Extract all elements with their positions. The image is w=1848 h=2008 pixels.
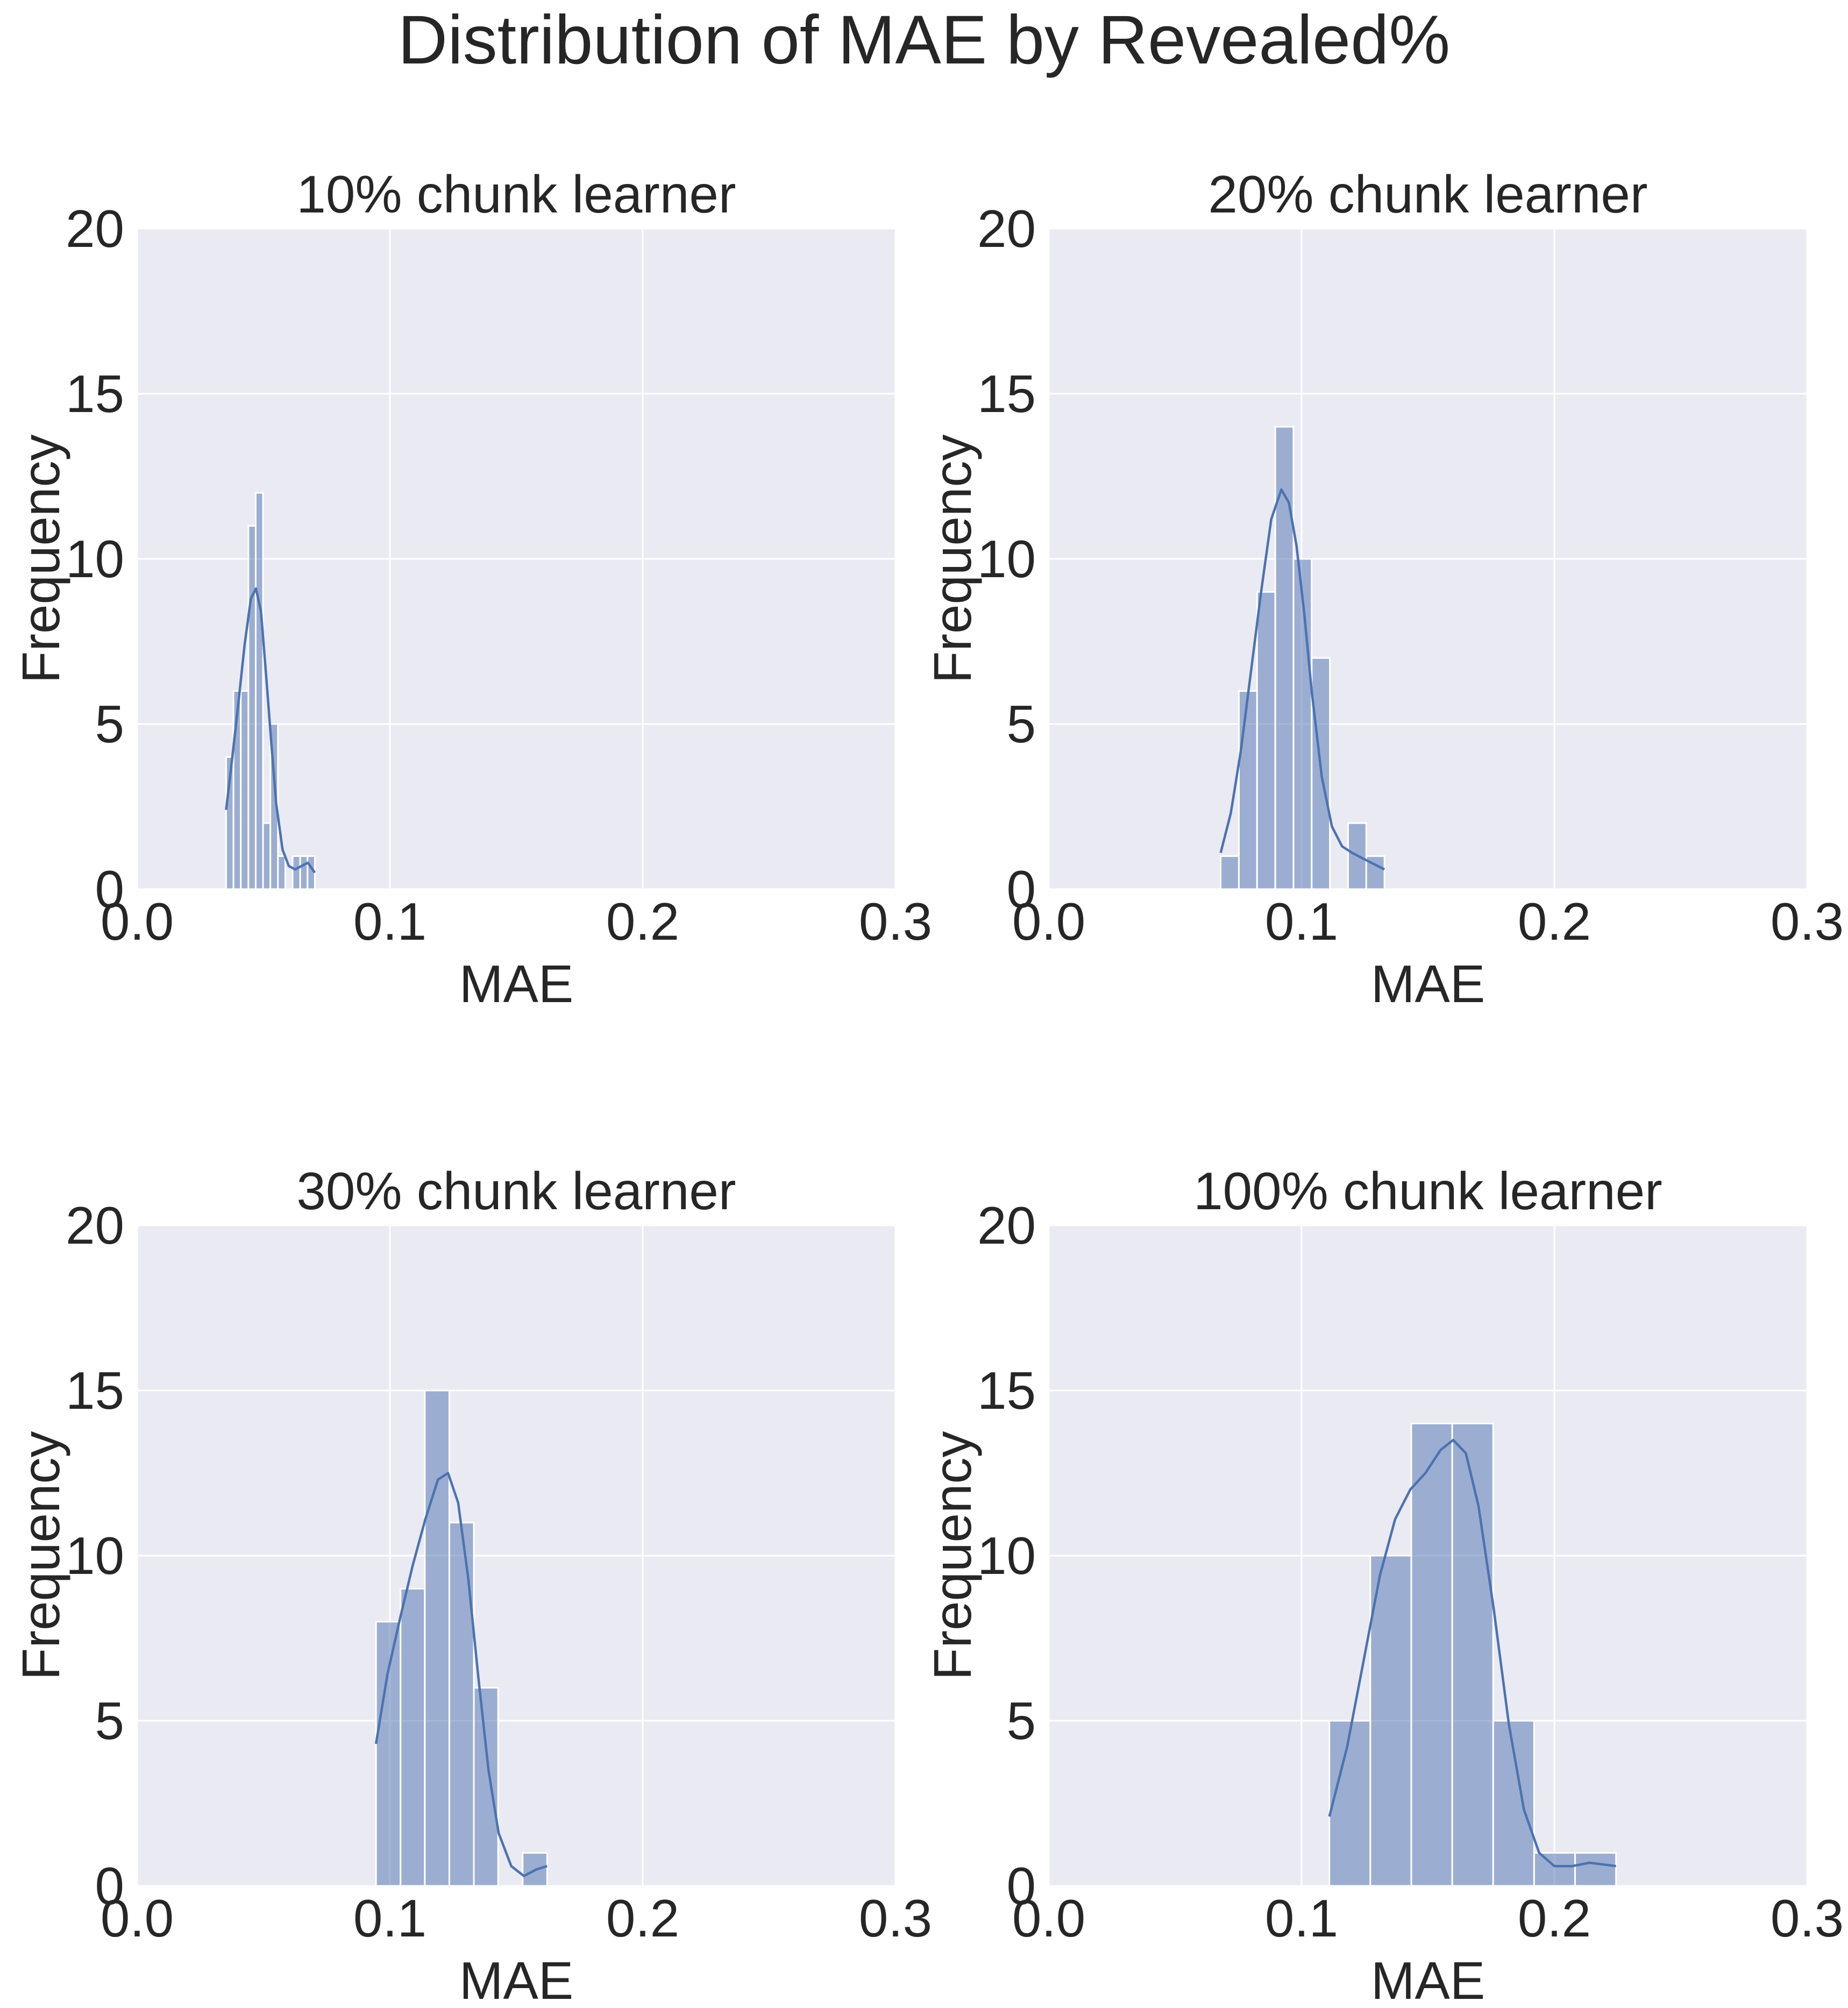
subplot-title: 10% chunk learner xyxy=(296,165,736,224)
y-tick-label: 0 xyxy=(95,1856,124,1915)
y-tick-label: 10 xyxy=(66,529,124,588)
y-tick-label: 10 xyxy=(66,1526,124,1585)
x-axis-label: MAE xyxy=(1371,954,1485,1013)
x-tick-label: 0.3 xyxy=(859,1889,932,1948)
y-axis-label: Frequency xyxy=(923,1431,982,1680)
y-tick-label: 10 xyxy=(977,529,1036,588)
histogram-bar xyxy=(1256,591,1276,890)
y-tick-label: 20 xyxy=(977,199,1036,258)
y-tick-label: 0 xyxy=(1006,860,1036,919)
kde-line xyxy=(1219,488,1385,871)
histogram-bar xyxy=(424,1389,450,1887)
y-tick-label: 5 xyxy=(95,1691,124,1750)
x-tick-label: 0.1 xyxy=(1265,892,1338,951)
histogram-bar xyxy=(254,492,264,890)
histogram-bar xyxy=(448,1522,475,1887)
y-tick-label: 5 xyxy=(95,694,124,754)
histogram-bar xyxy=(292,855,301,890)
y-tick-label: 10 xyxy=(977,1526,1036,1585)
subplot-title: 30% chunk learner xyxy=(296,1161,736,1221)
histogram-bar xyxy=(277,855,286,890)
y-tick-label: 20 xyxy=(66,199,124,258)
histogram-bar xyxy=(1274,425,1295,890)
x-tick-label: 0.0 xyxy=(101,1889,174,1948)
histogram-bar xyxy=(1238,690,1258,890)
histogram-bar xyxy=(375,1621,402,1887)
subplot-title: 20% chunk learner xyxy=(1208,165,1647,224)
subplot-2: 0.0 0.1 0.2 0.3 0 5 10 15 20 20% chunk learner MAE… xyxy=(923,165,1844,1013)
y-tick-label: 5 xyxy=(1006,694,1036,754)
x-tick-label: 0.3 xyxy=(1771,892,1844,951)
x-axis-label: MAE xyxy=(459,1951,573,2008)
x-axis-label: MAE xyxy=(459,954,573,1013)
y-axis-label: Frequency xyxy=(923,434,982,683)
subplot-1: 0.0 0.1 0.2 0.3 0 5 10 15 20 10% chunk learner MAE… xyxy=(11,165,932,1013)
x-tick-label: 0.1 xyxy=(353,1889,427,1948)
x-tick-label: 0.1 xyxy=(1265,1889,1338,1948)
histogram-bar xyxy=(1369,1555,1412,1887)
histogram-bar xyxy=(473,1687,499,1887)
histogram-bar xyxy=(400,1587,426,1887)
y-tick-label: 20 xyxy=(977,1196,1036,1255)
y-tick-label: 15 xyxy=(977,1361,1036,1420)
subplot-4: 0.0 0.1 0.2 0.3 0 5 10 15 20 100% chunk learner MA… xyxy=(923,1161,1844,2008)
x-axis-label: MAE xyxy=(1371,1951,1485,2008)
histogram-bar xyxy=(1410,1422,1453,1887)
histogram-bar xyxy=(1451,1422,1494,1887)
x-tick-label: 0.0 xyxy=(101,892,174,951)
kde-line xyxy=(1328,1438,1616,1868)
x-tick-label: 0.0 xyxy=(1012,892,1085,951)
subplot-3: 0.0 0.1 0.2 0.3 0 5 10 15 20 30% chunk learner MAE… xyxy=(11,1161,932,2008)
y-tick-label: 0 xyxy=(95,860,124,919)
histogram-bar xyxy=(262,822,272,890)
x-tick-label: 0.2 xyxy=(1518,892,1591,951)
x-tick-label: 0.3 xyxy=(859,892,932,951)
y-axis-label: Frequency xyxy=(11,434,70,683)
histogram-bar xyxy=(1220,855,1240,890)
histogram-bar xyxy=(1328,1720,1371,1887)
x-tick-label: 0.2 xyxy=(606,1889,679,1948)
y-tick-label: 15 xyxy=(977,364,1036,423)
histogram-bar xyxy=(240,690,250,890)
subplot-title: 100% chunk learner xyxy=(1193,1161,1662,1221)
x-tick-label: 0.3 xyxy=(1771,1889,1844,1948)
histogram-bar xyxy=(1292,558,1313,890)
y-tick-label: 5 xyxy=(1006,1691,1036,1750)
y-tick-label: 0 xyxy=(1006,1856,1036,1915)
y-tick-label: 15 xyxy=(66,364,124,423)
y-tick-label: 15 xyxy=(66,1361,124,1420)
y-axis-label: Frequency xyxy=(11,1431,70,1680)
x-tick-label: 0.1 xyxy=(353,892,427,951)
figure-title: Distribution of MAE by Revealed% xyxy=(397,2,1451,79)
histogram-bar xyxy=(299,855,309,890)
y-tick-label: 20 xyxy=(66,1196,124,1255)
x-tick-label: 0.2 xyxy=(1518,1889,1591,1948)
histogram-bar xyxy=(1311,657,1331,890)
kde-line xyxy=(374,1472,548,1877)
histogram-bar xyxy=(247,525,257,890)
histogram-bar xyxy=(1574,1852,1617,1887)
histogram-bar xyxy=(1533,1852,1576,1887)
x-tick-label: 0.0 xyxy=(1012,1889,1085,1948)
kde-line xyxy=(225,587,316,874)
x-tick-label: 0.2 xyxy=(606,892,679,951)
